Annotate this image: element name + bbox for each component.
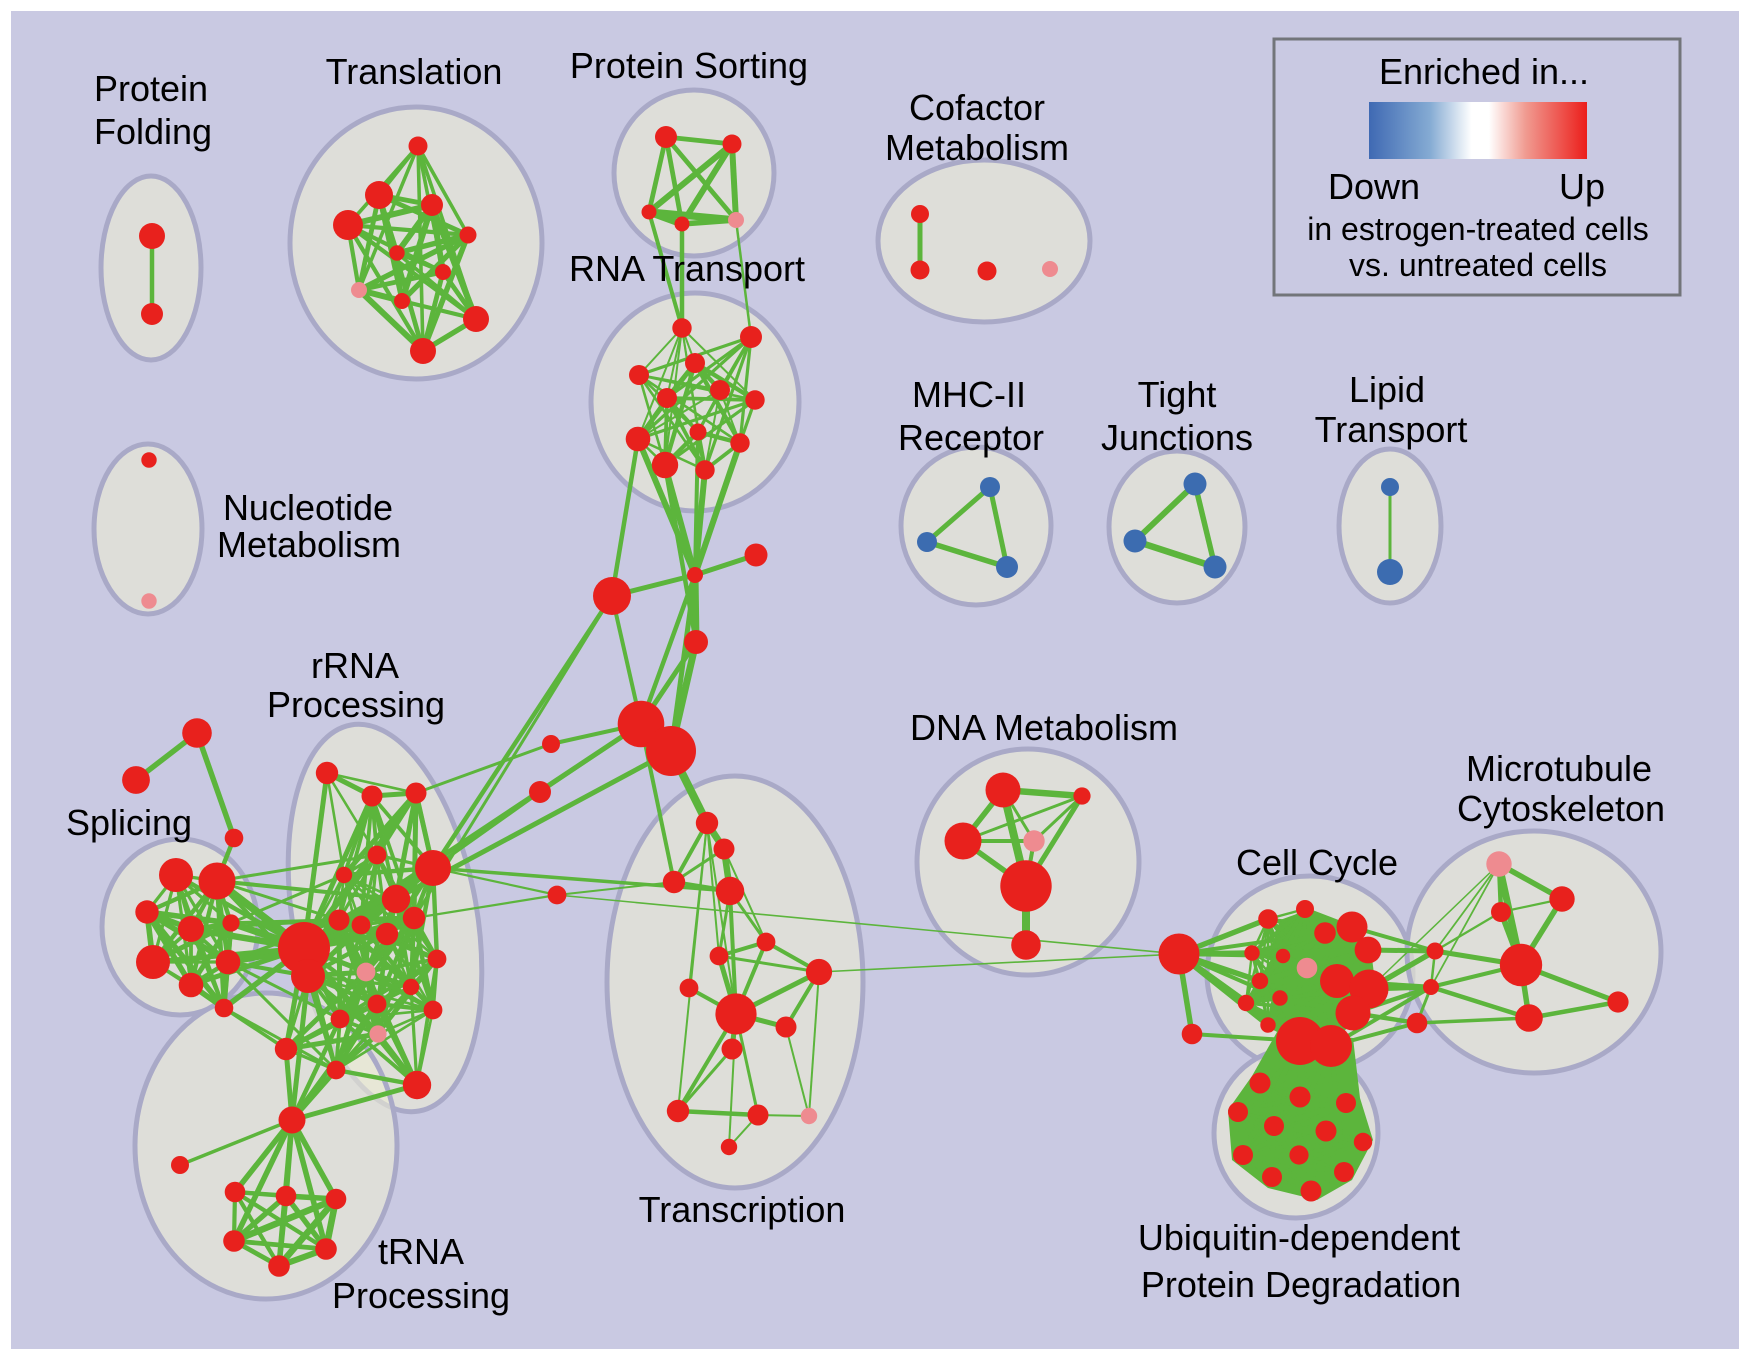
svg-text:Metabolism: Metabolism: [217, 524, 401, 565]
svg-text:Protein: Protein: [94, 68, 208, 109]
svg-text:tRNA: tRNA: [378, 1231, 464, 1272]
svg-text:Protein Degradation: Protein Degradation: [1141, 1264, 1461, 1305]
svg-text:Junctions: Junctions: [1101, 417, 1253, 458]
svg-text:Enriched in...: Enriched in...: [1379, 51, 1589, 92]
svg-text:Cytoskeleton: Cytoskeleton: [1457, 788, 1665, 829]
svg-text:Cofactor: Cofactor: [909, 87, 1045, 128]
svg-text:Processing: Processing: [332, 1275, 510, 1316]
svg-text:Down: Down: [1328, 166, 1420, 207]
svg-text:Protein Sorting: Protein Sorting: [570, 45, 808, 86]
svg-text:Transcription: Transcription: [639, 1189, 846, 1230]
svg-text:vs. untreated cells: vs. untreated cells: [1349, 247, 1607, 283]
svg-text:Folding: Folding: [94, 111, 212, 152]
svg-text:Up: Up: [1559, 166, 1605, 207]
svg-text:Microtubule: Microtubule: [1466, 748, 1652, 789]
svg-text:in estrogen-treated cells: in estrogen-treated cells: [1307, 211, 1649, 247]
svg-text:Lipid: Lipid: [1349, 369, 1425, 410]
svg-text:Cell Cycle: Cell Cycle: [1236, 842, 1398, 883]
svg-text:Splicing: Splicing: [66, 802, 192, 843]
svg-text:Receptor: Receptor: [898, 417, 1044, 458]
svg-text:MHC-II: MHC-II: [912, 374, 1026, 415]
svg-text:DNA Metabolism: DNA Metabolism: [910, 707, 1178, 748]
svg-text:Processing: Processing: [267, 684, 445, 725]
svg-text:Tight: Tight: [1138, 374, 1217, 415]
svg-text:RNA Transport: RNA Transport: [569, 248, 805, 289]
svg-text:Ubiquitin-dependent: Ubiquitin-dependent: [1138, 1217, 1460, 1258]
svg-text:Nucleotide: Nucleotide: [223, 487, 393, 528]
svg-text:Transport: Transport: [1315, 409, 1468, 450]
svg-text:Translation: Translation: [326, 51, 503, 92]
svg-text:rRNA: rRNA: [311, 645, 399, 686]
svg-text:Metabolism: Metabolism: [885, 127, 1069, 168]
